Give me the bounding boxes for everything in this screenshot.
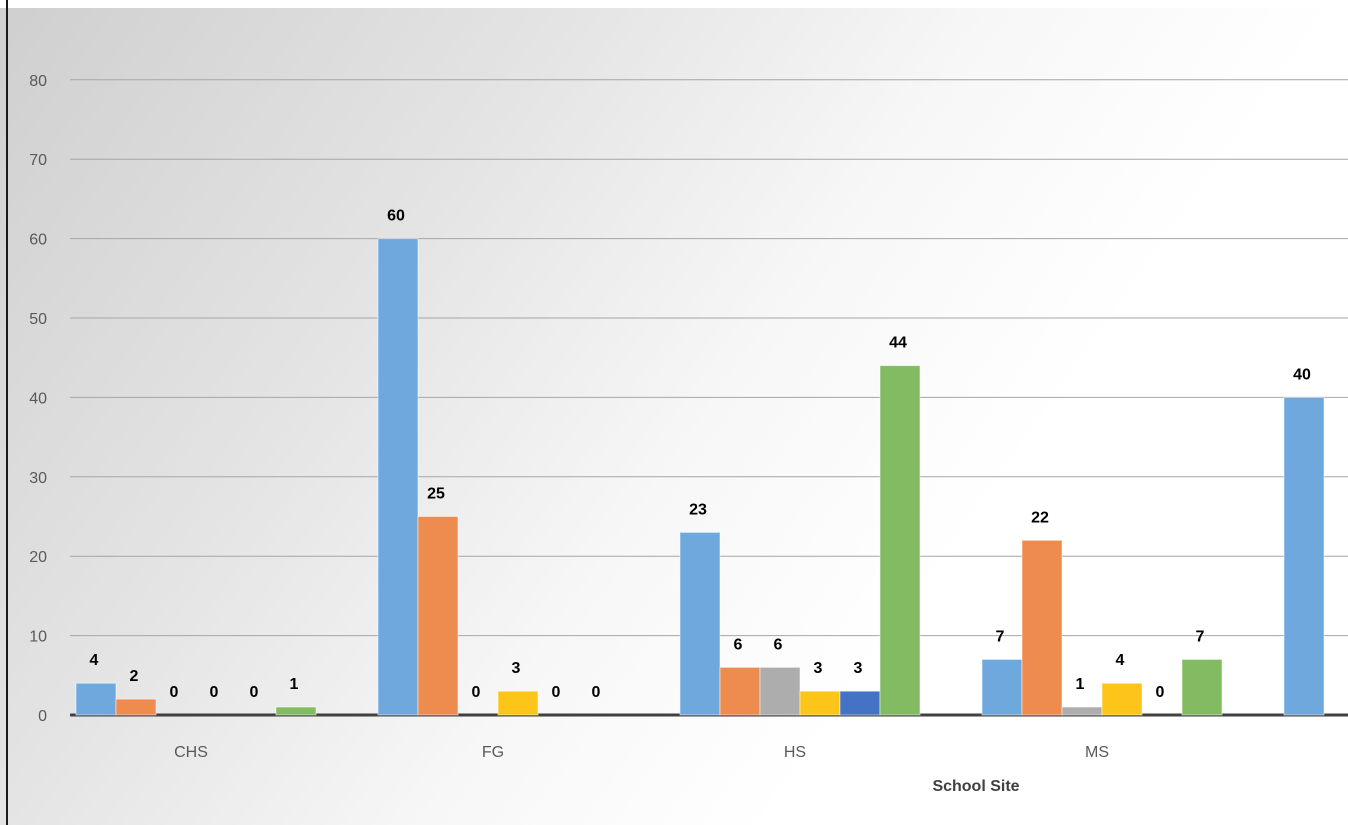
bar bbox=[1021, 539, 1063, 716]
bar bbox=[1283, 396, 1325, 716]
data-label: 44 bbox=[889, 335, 907, 352]
x-tick-label: FG bbox=[482, 744, 504, 761]
data-label: 0 bbox=[210, 684, 219, 701]
data-label: 1 bbox=[290, 676, 299, 693]
data-label: 0 bbox=[552, 684, 561, 701]
bar bbox=[115, 698, 157, 716]
y-tick-label: 80 bbox=[29, 73, 47, 90]
bar bbox=[839, 690, 881, 716]
data-label: 60 bbox=[387, 208, 405, 225]
bar bbox=[799, 690, 841, 716]
data-label: 7 bbox=[1196, 628, 1205, 645]
x-tick-label: CHS bbox=[174, 744, 208, 761]
y-tick-label: 30 bbox=[29, 470, 47, 487]
bar bbox=[1061, 706, 1103, 716]
y-tick-label: 20 bbox=[29, 549, 47, 566]
bar bbox=[75, 682, 117, 716]
y-tick-label: 10 bbox=[29, 629, 47, 646]
data-label: 0 bbox=[472, 684, 481, 701]
bar bbox=[497, 690, 539, 716]
y-tick-label: 0 bbox=[38, 708, 47, 725]
bar bbox=[981, 658, 1023, 716]
bar bbox=[759, 666, 801, 716]
data-label: 3 bbox=[512, 660, 521, 677]
x-axis-title: School Site bbox=[932, 778, 1019, 795]
bar bbox=[1101, 682, 1143, 716]
x-tick-label: MS bbox=[1085, 744, 1109, 761]
data-label: 6 bbox=[734, 636, 743, 653]
bar bbox=[275, 706, 317, 716]
chart-frame-border bbox=[6, 0, 8, 825]
bar bbox=[719, 666, 761, 716]
data-label: 2 bbox=[130, 668, 139, 685]
x-axis-tick-labels: CHS FG HS MS bbox=[174, 744, 1109, 761]
bar bbox=[879, 365, 921, 716]
data-label: 0 bbox=[592, 684, 601, 701]
data-label: 3 bbox=[854, 660, 863, 677]
y-axis-tick-labels: 0 10 20 30 40 50 60 70 80 bbox=[29, 73, 47, 725]
data-label: 22 bbox=[1031, 509, 1049, 526]
data-label: 23 bbox=[689, 501, 707, 518]
y-tick-label: 40 bbox=[29, 390, 47, 407]
data-label: 1 bbox=[1076, 676, 1085, 693]
data-label: 40 bbox=[1293, 366, 1311, 383]
data-label: 4 bbox=[90, 652, 99, 669]
bar bbox=[679, 531, 721, 716]
bar bbox=[1181, 658, 1223, 716]
data-label: 7 bbox=[996, 628, 1005, 645]
chart-top-edge bbox=[0, 0, 1348, 8]
data-label: 25 bbox=[427, 486, 445, 503]
data-label: 4 bbox=[1116, 652, 1125, 669]
data-label: 0 bbox=[1156, 684, 1165, 701]
y-tick-label: 70 bbox=[29, 152, 47, 169]
data-label: 6 bbox=[774, 636, 783, 653]
data-label: 0 bbox=[170, 684, 179, 701]
y-tick-label: 50 bbox=[29, 311, 47, 328]
bars bbox=[75, 238, 1325, 716]
bar bbox=[377, 238, 419, 716]
bar bbox=[417, 516, 459, 716]
data-label: 0 bbox=[250, 684, 259, 701]
y-tick-label: 60 bbox=[29, 232, 47, 249]
data-label: 3 bbox=[814, 660, 823, 677]
x-tick-label: HS bbox=[784, 744, 806, 761]
